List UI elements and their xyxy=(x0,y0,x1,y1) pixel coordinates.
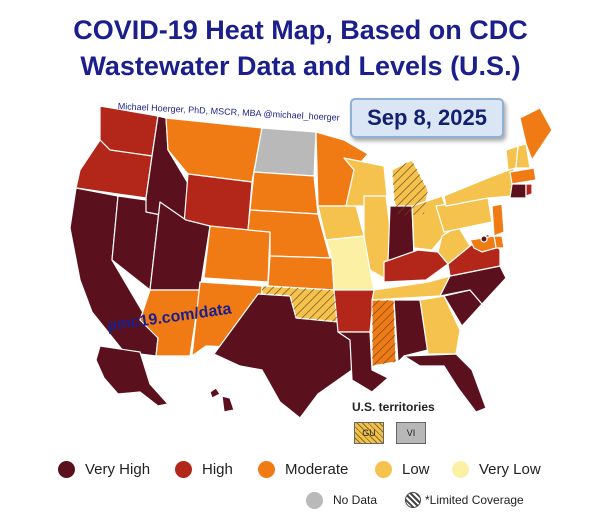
map-title-line-2: Wastewater Data and Levels (U.S.) xyxy=(80,51,521,81)
state-ri xyxy=(525,183,533,197)
legend-label: Very Low xyxy=(479,460,541,478)
state-nh xyxy=(515,143,531,169)
state-dc xyxy=(480,235,488,243)
very-low-swatch xyxy=(452,460,469,478)
legend-no-data: No Data xyxy=(306,488,377,512)
very-high-swatch xyxy=(58,460,75,478)
state-ak xyxy=(95,345,169,407)
date-badge: Sep 8, 2025 xyxy=(350,98,504,138)
territory-vi: VI xyxy=(396,422,426,444)
state-sd xyxy=(249,171,319,215)
state-ma xyxy=(509,167,537,185)
state-fl xyxy=(403,353,487,413)
state-ny xyxy=(443,167,515,207)
legend-low: Low xyxy=(375,457,430,481)
state-mi-limited-hatch xyxy=(392,160,428,216)
state-ks xyxy=(267,255,335,291)
state-ar xyxy=(333,289,375,333)
moderate-swatch xyxy=(258,460,275,478)
legend-very-low: Very Low xyxy=(452,457,541,481)
state-nj xyxy=(491,203,505,237)
state-nd xyxy=(253,127,317,177)
territory-gu: GU xyxy=(354,422,384,444)
legend-limited-coverage: *Limited Coverage xyxy=(405,488,524,512)
high-swatch xyxy=(175,460,192,478)
state-ct xyxy=(509,183,527,199)
map-title-line-1: COVID-19 Heat Map, Based on CDC xyxy=(73,15,528,45)
legend-high: High xyxy=(175,457,233,481)
state-co xyxy=(203,225,271,283)
state-md xyxy=(469,235,497,253)
legend-moderate: Moderate xyxy=(258,457,348,481)
state-hi xyxy=(209,387,235,413)
legend-label: No Data xyxy=(333,493,378,507)
legend-label: Very High xyxy=(85,460,151,478)
legend-label: Moderate xyxy=(285,460,349,478)
state-me xyxy=(519,107,553,161)
state-ga xyxy=(419,295,461,355)
state-ia xyxy=(317,205,365,241)
legend-secondary: No Data *Limited Coverage xyxy=(0,488,601,512)
state-ok-limited-hatch xyxy=(262,286,338,322)
state-ut xyxy=(149,201,211,291)
legend-label: High xyxy=(202,460,233,478)
state-wi xyxy=(343,157,389,207)
low-swatch xyxy=(375,460,392,478)
legend: Very High High Moderate Low Very Low xyxy=(0,457,601,481)
territories-title: U.S. territories xyxy=(352,400,435,414)
no-data-swatch xyxy=(306,491,323,509)
state-ms-limited-hatch xyxy=(372,300,396,366)
state-al xyxy=(393,299,429,363)
legend-label: Low xyxy=(402,460,430,478)
hatch-icon xyxy=(405,492,421,508)
legend-label: *Limited Coverage xyxy=(425,493,524,507)
legend-very-high: Very High xyxy=(58,457,150,481)
state-la xyxy=(337,331,389,393)
